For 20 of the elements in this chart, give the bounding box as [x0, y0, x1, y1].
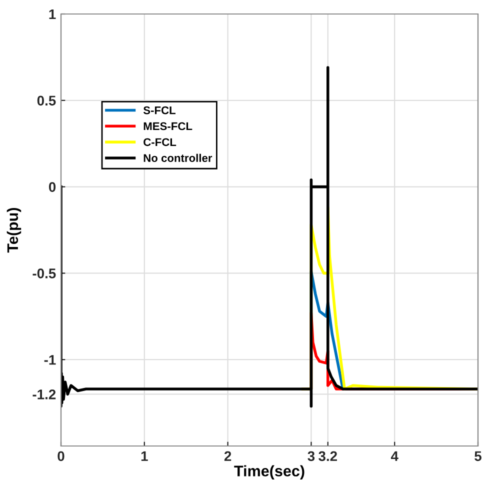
y-tick-label: 0	[48, 182, 56, 192]
x-tick-label: 1	[141, 451, 148, 461]
x-tick-label: 3	[308, 451, 315, 462]
x-tick-label: 5	[474, 451, 482, 462]
y-tick-label: 1	[49, 9, 56, 20]
y-tick-label: -1	[44, 355, 56, 365]
legend-label: No controller	[144, 154, 212, 162]
legend-label: C-FCL	[144, 138, 176, 146]
y-tick-label: 0.5	[37, 96, 56, 106]
legend-label: MES-FCL	[144, 122, 192, 130]
line-series	[61, 66, 478, 408]
x-tick-label: 4	[390, 451, 398, 461]
x-axis-title: Time(sec)	[234, 465, 304, 480]
x-tick-label: 0	[58, 451, 64, 462]
x-tick-label: 3.2	[318, 451, 337, 462]
y-axis-title: Te(pu)	[6, 208, 22, 253]
x-tick-label: 2	[224, 451, 232, 461]
y-tick-label: -1.2	[32, 389, 56, 400]
legend-label: S-FCL	[143, 106, 176, 114]
y-tick-label: -0.5	[32, 268, 56, 278]
